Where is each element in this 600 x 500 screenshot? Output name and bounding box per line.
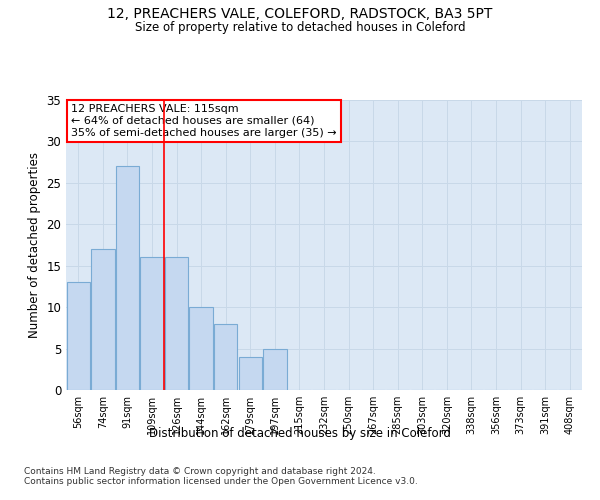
Bar: [91, 249, 115, 390]
Bar: [165, 258, 188, 390]
Y-axis label: Number of detached properties: Number of detached properties: [28, 152, 41, 338]
Text: Contains public sector information licensed under the Open Government Licence v3: Contains public sector information licen…: [24, 478, 418, 486]
Bar: [214, 324, 238, 390]
Bar: [239, 357, 262, 390]
Text: Size of property relative to detached houses in Coleford: Size of property relative to detached ho…: [134, 21, 466, 34]
Text: 12 PREACHERS VALE: 115sqm
← 64% of detached houses are smaller (64)
35% of semi-: 12 PREACHERS VALE: 115sqm ← 64% of detac…: [71, 104, 337, 138]
Bar: [67, 282, 90, 390]
Text: Contains HM Land Registry data © Crown copyright and database right 2024.: Contains HM Land Registry data © Crown c…: [24, 468, 376, 476]
Bar: [116, 166, 139, 390]
Bar: [190, 307, 213, 390]
Text: Distribution of detached houses by size in Coleford: Distribution of detached houses by size …: [149, 428, 451, 440]
Bar: [140, 258, 164, 390]
Bar: [263, 348, 287, 390]
Text: 12, PREACHERS VALE, COLEFORD, RADSTOCK, BA3 5PT: 12, PREACHERS VALE, COLEFORD, RADSTOCK, …: [107, 8, 493, 22]
